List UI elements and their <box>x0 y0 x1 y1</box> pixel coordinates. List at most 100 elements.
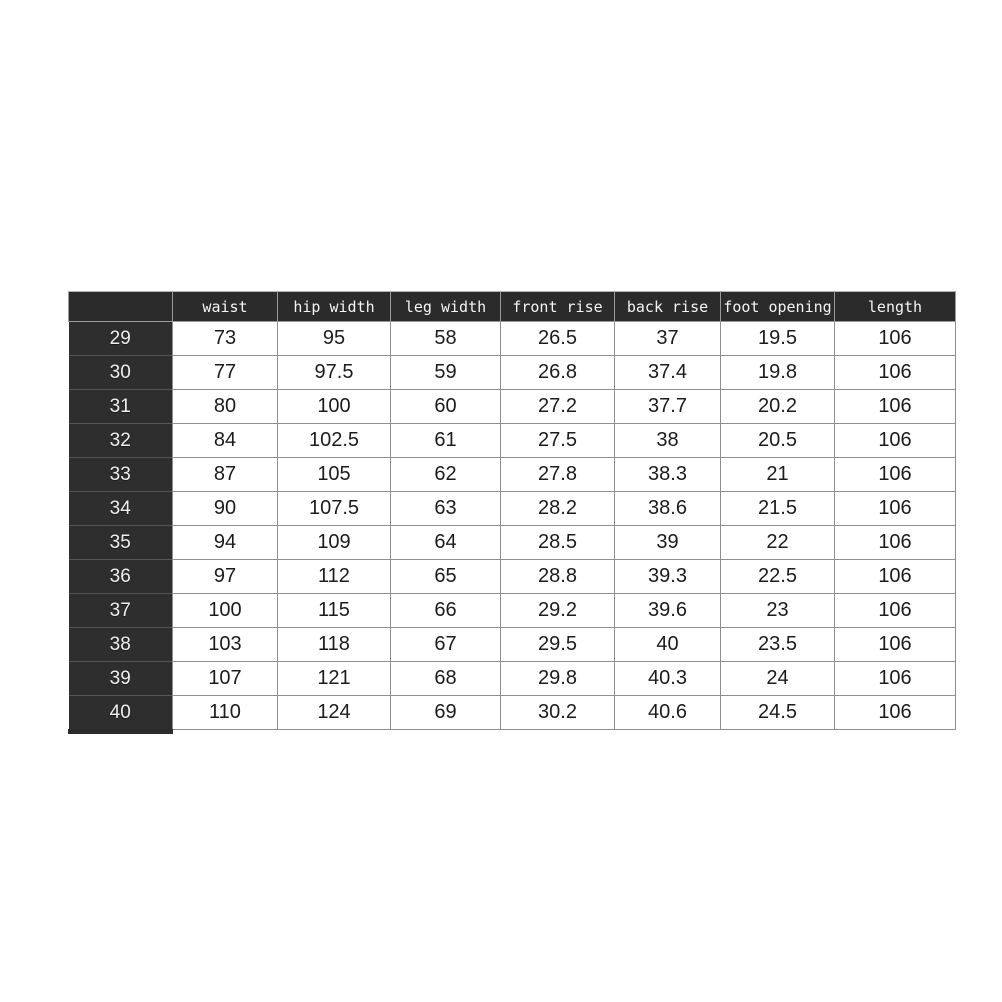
table-cell: 69 <box>390 695 501 730</box>
table-cell: 106 <box>834 389 956 424</box>
header-row: waist hip width leg width front rise bac… <box>68 291 956 322</box>
table-cell: 21 <box>720 457 835 492</box>
table-row: 32 84 102.5 61 27.5 38 20.5 106 <box>68 423 956 458</box>
table-row: 34 90 107.5 63 28.2 38.6 21.5 106 <box>68 491 956 526</box>
table-cell: 77 <box>172 355 278 390</box>
table-cell: 27.5 <box>500 423 615 458</box>
table-cell: 105 <box>277 457 391 492</box>
table-cell: 19.5 <box>720 321 835 356</box>
size-column-bottom-edge <box>68 729 173 734</box>
table-cell: 64 <box>390 525 501 560</box>
table-cell: 106 <box>834 491 956 526</box>
table-cell: 124 <box>277 695 391 730</box>
table-cell: 38.3 <box>614 457 721 492</box>
table-cell: 90 <box>172 491 278 526</box>
size-cell: 40 <box>68 695 173 730</box>
size-cell: 36 <box>68 559 173 594</box>
table-cell: 28.2 <box>500 491 615 526</box>
table-cell: 68 <box>390 661 501 696</box>
table-cell: 40 <box>614 627 721 662</box>
table-cell: 109 <box>277 525 391 560</box>
table-row: 38 103 118 67 29.5 40 23.5 106 <box>68 627 956 662</box>
table-cell: 87 <box>172 457 278 492</box>
column-header-length: length <box>834 291 956 322</box>
table-cell: 27.8 <box>500 457 615 492</box>
table-row: 35 94 109 64 28.5 39 22 106 <box>68 525 956 560</box>
column-header-back-rise: back rise <box>614 291 721 322</box>
table-cell: 21.5 <box>720 491 835 526</box>
table-cell: 19.8 <box>720 355 835 390</box>
table-cell: 62 <box>390 457 501 492</box>
size-cell: 33 <box>68 457 173 492</box>
table-cell: 22.5 <box>720 559 835 594</box>
table-cell: 66 <box>390 593 501 628</box>
column-header-leg-width: leg width <box>390 291 501 322</box>
table-cell: 106 <box>834 661 956 696</box>
size-cell: 38 <box>68 627 173 662</box>
table-cell: 110 <box>172 695 278 730</box>
table-cell: 106 <box>834 321 956 356</box>
table-cell: 100 <box>277 389 391 424</box>
size-cell: 30 <box>68 355 173 390</box>
table-cell: 23 <box>720 593 835 628</box>
table-cell: 20.5 <box>720 423 835 458</box>
column-header-front-rise: front rise <box>500 291 615 322</box>
size-cell: 32 <box>68 423 173 458</box>
column-header-waist: waist <box>172 291 278 322</box>
table-cell: 24.5 <box>720 695 835 730</box>
column-header-hip-width: hip width <box>277 291 391 322</box>
size-chart: waist hip width leg width front rise bac… <box>68 291 956 734</box>
table-cell: 58 <box>390 321 501 356</box>
table-cell: 118 <box>277 627 391 662</box>
size-chart-table: waist hip width leg width front rise bac… <box>68 291 956 730</box>
table-cell: 107.5 <box>277 491 391 526</box>
table-cell: 37 <box>614 321 721 356</box>
table-cell: 26.8 <box>500 355 615 390</box>
table-row: 29 73 95 58 26.5 37 19.5 106 <box>68 321 956 356</box>
table-cell: 106 <box>834 559 956 594</box>
table-cell: 97.5 <box>277 355 391 390</box>
table-cell: 28.8 <box>500 559 615 594</box>
table-row: 37 100 115 66 29.2 39.6 23 106 <box>68 593 956 628</box>
table-cell: 106 <box>834 695 956 730</box>
table-cell: 24 <box>720 661 835 696</box>
table-cell: 106 <box>834 355 956 390</box>
table-cell: 106 <box>834 593 956 628</box>
table-cell: 40.3 <box>614 661 721 696</box>
table-row: 30 77 97.5 59 26.8 37.4 19.8 106 <box>68 355 956 390</box>
table-cell: 22 <box>720 525 835 560</box>
table-cell: 106 <box>834 457 956 492</box>
table-cell: 95 <box>277 321 391 356</box>
table-cell: 94 <box>172 525 278 560</box>
size-cell: 34 <box>68 491 173 526</box>
table-cell: 20.2 <box>720 389 835 424</box>
size-cell: 29 <box>68 321 173 356</box>
table-cell: 102.5 <box>277 423 391 458</box>
table-cell: 29.2 <box>500 593 615 628</box>
table-cell: 28.5 <box>500 525 615 560</box>
table-cell: 39.6 <box>614 593 721 628</box>
table-cell: 107 <box>172 661 278 696</box>
table-cell: 115 <box>277 593 391 628</box>
table-row: 33 87 105 62 27.8 38.3 21 106 <box>68 457 956 492</box>
table-cell: 38 <box>614 423 721 458</box>
table-cell: 103 <box>172 627 278 662</box>
table-cell: 26.5 <box>500 321 615 356</box>
table-row: 36 97 112 65 28.8 39.3 22.5 106 <box>68 559 956 594</box>
table-cell: 67 <box>390 627 501 662</box>
table-cell: 39 <box>614 525 721 560</box>
size-cell: 39 <box>68 661 173 696</box>
table-cell: 97 <box>172 559 278 594</box>
table-cell: 106 <box>834 525 956 560</box>
size-cell: 35 <box>68 525 173 560</box>
table-cell: 73 <box>172 321 278 356</box>
table-cell: 23.5 <box>720 627 835 662</box>
size-cell: 31 <box>68 389 173 424</box>
table-cell: 60 <box>390 389 501 424</box>
table-cell: 106 <box>834 423 956 458</box>
table-cell: 121 <box>277 661 391 696</box>
column-header-size <box>68 291 173 322</box>
table-cell: 59 <box>390 355 501 390</box>
table-cell: 37.4 <box>614 355 721 390</box>
table-row: 39 107 121 68 29.8 40.3 24 106 <box>68 661 956 696</box>
